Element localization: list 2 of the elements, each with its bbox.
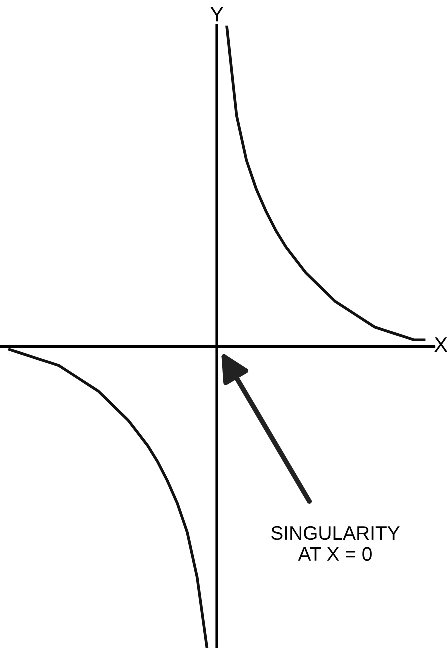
y-axis-title: Y	[210, 7, 224, 22]
annotation: SINGULARITY AT X = 0	[272, 526, 400, 562]
